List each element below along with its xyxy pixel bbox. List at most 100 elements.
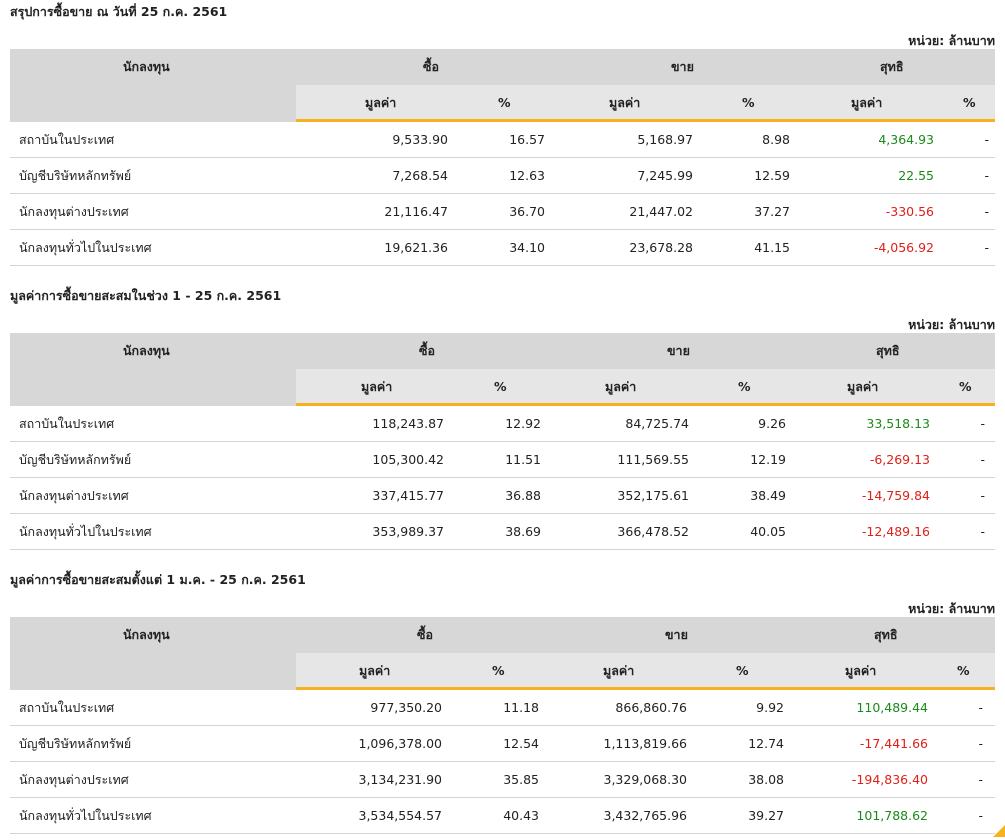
table-row: บัญชีบริษัทหลักทรัพย์ 7,268.54 12.63 7,245.… (10, 158, 995, 194)
table-header-row: นักลงทุน ซื้อ ขาย สุทธิ (10, 617, 995, 653)
table-row: บัญชีบริษัทหลักทรัพย์ 1,096,378.00 12.54 1,… (10, 726, 995, 762)
buy-value: 9,533.90 (392, 132, 448, 147)
buy-percent: 11.18 (503, 700, 539, 715)
net-percent: - (980, 524, 985, 539)
section-title: สรุปการซื้อขาย ณ วันที่ 25 ก.ค. 2561 (10, 4, 228, 19)
buy-percent: 12.92 (505, 416, 541, 431)
sell-value: 5,168.97 (637, 132, 693, 147)
sell-value: 366,478.52 (617, 524, 689, 539)
table-subheader-row: มูลค่า% มูลค่า% มูลค่า% (10, 85, 995, 122)
table-header-row: นักลงทุน ซื้อ ขาย สุทธิ (10, 49, 995, 85)
sell-percent: 12.74 (748, 736, 784, 751)
investor-name: นักลงทุนทั่วไปในประเทศ (19, 524, 152, 539)
net-value: -14,759.84 (861, 488, 930, 503)
sell-percent-header: % (736, 663, 749, 678)
table-row: นักลงทุนทั่วไปในประเทศ 19,621.36 34.10 23,6… (10, 230, 995, 266)
sell-value: 352,175.61 (617, 488, 689, 503)
net-value: -4,056.92 (873, 240, 934, 255)
section-title: มูลค่าการซื้อขายสะสมตั้งแต่ 1 ม.ค. - 25 … (10, 572, 306, 587)
sell-value-header: มูลค่า (609, 95, 641, 110)
buy-header: ซื้อ (423, 59, 439, 74)
buy-header: ซื้อ (419, 343, 435, 358)
net-percent: - (978, 808, 983, 823)
sell-value: 1,113,819.66 (603, 736, 688, 751)
summary-table: นักลงทุน ซื้อ ขาย สุทธิ มูลค่า% มูลค่า% มูลค่า… (10, 49, 995, 266)
buy-percent: 12.54 (503, 736, 539, 751)
buy-percent: 35.85 (503, 772, 539, 787)
net-value-header: มูลค่า (847, 379, 879, 394)
scroll-to-top-corner[interactable] (993, 825, 1005, 837)
buy-value: 118,243.87 (372, 416, 444, 431)
summary-table: นักลงทุน ซื้อ ขาย สุทธิ มูลค่า% มูลค่า% มูลค่า… (10, 617, 995, 834)
table-row: นักลงทุนต่างประเทศ 21,116.47 36.70 21,447.0… (10, 194, 995, 230)
investor-name: นักลงทุนต่างประเทศ (19, 772, 129, 787)
net-percent-header: % (957, 663, 970, 678)
net-value-header: มูลค่า (845, 663, 877, 678)
summary-section: มูลค่าการซื้อขายสะสมในช่วง 1 - 25 ก.ค. 2… (0, 286, 1005, 556)
sell-percent: 41.15 (754, 240, 790, 255)
sell-value: 84,725.74 (625, 416, 689, 431)
buy-value: 105,300.42 (372, 452, 444, 467)
net-value: 22.55 (898, 168, 934, 183)
table-row: สถาบันในประเทศ 9,533.90 16.57 5,168.97 8.98 4… (10, 122, 995, 158)
buy-value: 353,989.37 (372, 524, 444, 539)
buy-value: 977,350.20 (370, 700, 442, 715)
net-percent: - (984, 240, 989, 255)
buy-percent: 40.43 (503, 808, 539, 823)
sell-percent: 9.92 (756, 700, 784, 715)
sell-percent-header: % (742, 95, 755, 110)
net-percent: - (984, 204, 989, 219)
buy-percent: 34.10 (509, 240, 545, 255)
subheader-band (296, 653, 995, 690)
net-header: สุทธิ (876, 343, 900, 358)
net-value: 101,788.62 (856, 808, 928, 823)
net-value: -6,269.13 (869, 452, 930, 467)
investor-name: สถาบันในประเทศ (19, 416, 115, 431)
buy-percent: 38.69 (505, 524, 541, 539)
buy-value-header: มูลค่า (359, 663, 391, 678)
investor-name: สถาบันในประเทศ (19, 132, 115, 147)
table-header-row: นักลงทุน ซื้อ ขาย สุทธิ (10, 333, 995, 369)
sell-header: ขาย (671, 59, 694, 74)
sell-percent-header: % (738, 379, 751, 394)
net-value: 33,518.13 (866, 416, 930, 431)
section-title: มูลค่าการซื้อขายสะสมในช่วง 1 - 25 ก.ค. 2… (10, 288, 282, 303)
table-row: นักลงทุนทั่วไปในประเทศ 353,989.37 38.69 366… (10, 514, 995, 550)
net-value: -12,489.16 (861, 524, 930, 539)
net-percent-header: % (963, 95, 976, 110)
investor-header: นักลงทุน (123, 59, 170, 74)
net-value: 110,489.44 (856, 700, 928, 715)
investor-name: นักลงทุนทั่วไปในประเทศ (19, 808, 152, 823)
sell-value: 21,447.02 (629, 204, 693, 219)
buy-percent-header: % (498, 95, 511, 110)
buy-percent: 16.57 (509, 132, 545, 147)
sell-percent: 12.19 (750, 452, 786, 467)
net-value: -17,441.66 (859, 736, 928, 751)
investor-header: นักลงทุน (123, 343, 170, 358)
net-percent: - (980, 452, 985, 467)
summary-section: สรุปการซื้อขาย ณ วันที่ 25 ก.ค. 2561 หน่ว… (0, 2, 1005, 272)
table-subheader-row: มูลค่า% มูลค่า% มูลค่า% (10, 369, 995, 406)
net-percent: - (978, 700, 983, 715)
unit-label: หน่วย: ล้านบาท (908, 601, 995, 616)
investor-name: นักลงทุนต่างประเทศ (19, 488, 129, 503)
sell-percent: 39.27 (748, 808, 784, 823)
sell-percent: 37.27 (754, 204, 790, 219)
sell-value: 3,329,068.30 (603, 772, 688, 787)
buy-value: 3,134,231.90 (358, 772, 443, 787)
investor-name: นักลงทุนทั่วไปในประเทศ (19, 240, 152, 255)
subheader-band (296, 369, 995, 406)
buy-percent: 36.70 (509, 204, 545, 219)
buy-value: 3,534,554.57 (358, 808, 443, 823)
table-row: นักลงทุนต่างประเทศ 337,415.77 36.88 352,175… (10, 478, 995, 514)
buy-percent: 12.63 (509, 168, 545, 183)
buy-value-header: มูลค่า (361, 379, 393, 394)
buy-percent: 11.51 (505, 452, 541, 467)
table-row: สถาบันในประเทศ 118,243.87 12.92 84,725.74 9.… (10, 406, 995, 442)
net-percent: - (984, 168, 989, 183)
sell-value-header: มูลค่า (605, 379, 637, 394)
buy-value-header: มูลค่า (365, 95, 397, 110)
sell-value: 3,432,765.96 (603, 808, 688, 823)
net-percent: - (980, 416, 985, 431)
sell-percent: 8.98 (762, 132, 790, 147)
